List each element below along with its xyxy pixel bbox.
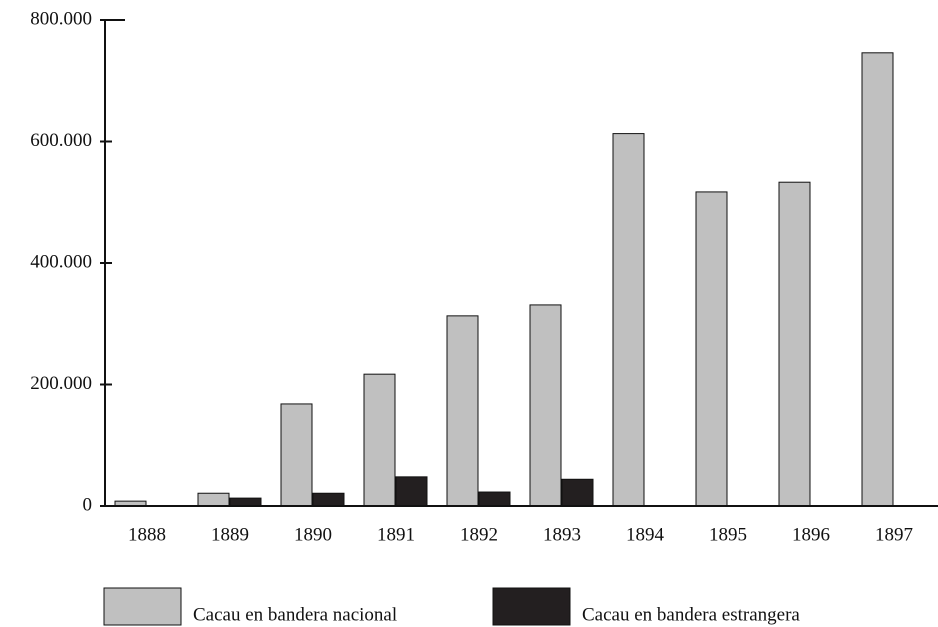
y-tick-label: 400.000 (30, 251, 92, 272)
bar (446, 315, 479, 507)
y-tick-label: 200.000 (30, 373, 92, 394)
x-tick-label: 1895 (709, 524, 747, 545)
x-tick-label: 1891 (377, 524, 415, 545)
bar (395, 476, 428, 507)
bar (529, 304, 562, 507)
y-tick-label: 800.000 (30, 8, 92, 29)
x-tick-label: 1889 (211, 524, 249, 545)
bar (695, 191, 728, 507)
bar (363, 373, 396, 507)
x-tick-label: 1893 (543, 524, 581, 545)
x-tick-label: 1890 (294, 524, 332, 545)
legend-swatch (492, 587, 571, 626)
x-tick-label: 1894 (626, 524, 665, 545)
bar (229, 497, 262, 507)
bar (312, 492, 345, 507)
bar (861, 52, 894, 507)
y-tick-label: 0 (83, 494, 93, 515)
legend-label: Cacau en bandera nacional (193, 604, 397, 625)
legend-label: Cacau en bandera estrangera (582, 604, 800, 625)
legend-swatch (103, 587, 182, 626)
bar (612, 133, 645, 507)
y-tick-label: 600.000 (30, 130, 92, 151)
x-tick-label: 1892 (460, 524, 498, 545)
x-tick-label: 1897 (875, 524, 913, 545)
bar (478, 491, 511, 507)
bar (280, 403, 313, 507)
bar (561, 478, 594, 507)
bar (197, 492, 230, 507)
x-tick-label: 1896 (792, 524, 830, 545)
bar (778, 181, 811, 507)
x-tick-label: 1888 (128, 524, 166, 545)
